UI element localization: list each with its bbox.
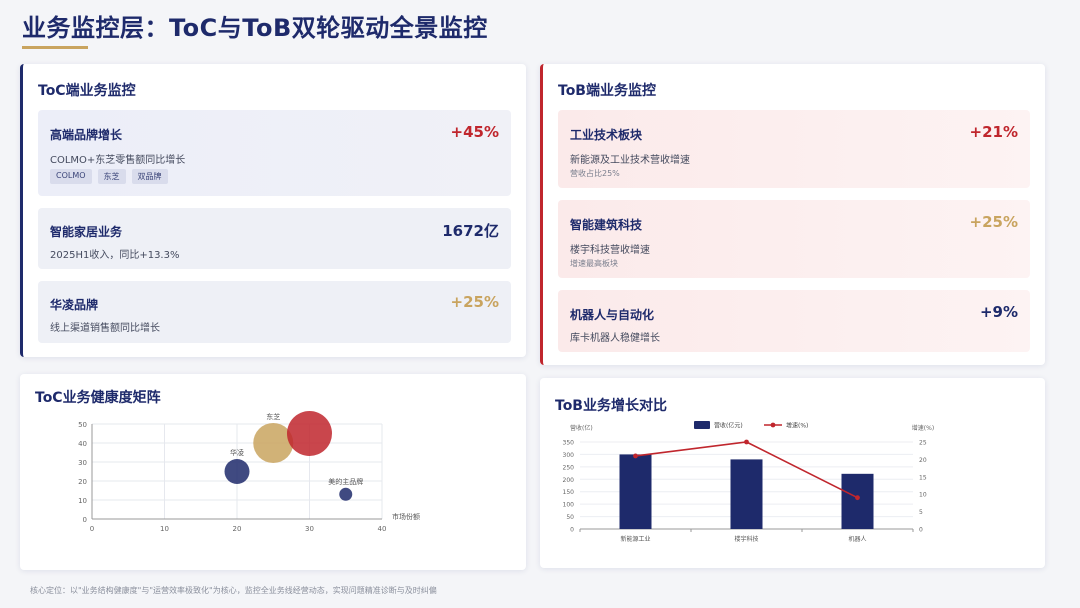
y-left-axis-label: 营收(亿) bbox=[570, 424, 593, 432]
y-right-tick-label: 15 bbox=[919, 474, 927, 481]
bubble bbox=[287, 411, 332, 456]
card-name: 智能家居业务 bbox=[50, 225, 123, 239]
bar bbox=[619, 454, 652, 529]
y-left-tick-label: 250 bbox=[563, 464, 575, 471]
card-note: 增速最高板块 bbox=[570, 259, 618, 268]
bubble bbox=[339, 487, 353, 501]
tag: 双品牌 bbox=[131, 169, 168, 184]
card-desc: COLMO+东芝零售额同比增长 bbox=[50, 155, 186, 166]
toc-health-matrix-panel: ToC业务健康度矩阵 0 10 20 30 40 50 0 10 20 30 40 市场份额 华凌 东芝美… bbox=[20, 374, 526, 570]
card-name: 高端品牌增长 bbox=[50, 128, 123, 142]
tob-card-industrial: 工业技术板块 +21% 新能源及工业技术营收增速 营收占比25% bbox=[558, 110, 1030, 188]
title-underline bbox=[22, 46, 88, 49]
chart-title: ToB业务增长对比 bbox=[555, 398, 667, 414]
y-right-tick-label: 5 bbox=[919, 509, 923, 516]
y-tick-label: 50 bbox=[78, 421, 87, 429]
y-right-axis-label: 增速(%) bbox=[912, 424, 934, 432]
bubble bbox=[253, 423, 294, 463]
tob-card-robotics: 机器人与自动化 +9% 库卡机器人稳健增长 bbox=[558, 290, 1030, 352]
toc-card-hualing: 华凌品牌 +25% 线上渠道销售额同比增长 bbox=[38, 281, 511, 343]
bar bbox=[841, 473, 874, 529]
legend-swatch-bar bbox=[694, 421, 710, 429]
y-left-tick-label: 100 bbox=[563, 502, 575, 509]
growth-point bbox=[744, 439, 749, 445]
growth-point bbox=[855, 495, 860, 501]
x-tick-label: 30 bbox=[305, 525, 314, 533]
y-left-tick-label: 0 bbox=[570, 527, 574, 534]
x-tick-label: 新能源工业 bbox=[620, 535, 650, 543]
card-note: 营收占比25% bbox=[570, 169, 620, 178]
y-left-tick-label: 200 bbox=[563, 477, 575, 484]
card-value: +45% bbox=[450, 123, 499, 141]
y-left-tick-label: 350 bbox=[563, 440, 575, 447]
y-left-tick-label: 300 bbox=[563, 452, 575, 459]
card-name: 工业技术板块 bbox=[570, 128, 643, 142]
tag: 东芝 bbox=[97, 169, 126, 184]
toc-card-premium-brand: 高端品牌增长 +45% COLMO+东芝零售额同比增长 COLMO 东芝 双品牌 bbox=[38, 110, 511, 196]
card-desc: 楼宇科技营收增速 bbox=[570, 245, 650, 256]
x-tick-label: 机器人 bbox=[848, 535, 866, 543]
x-tick-label: 20 bbox=[233, 525, 242, 533]
chart-title: ToC业务健康度矩阵 bbox=[35, 390, 161, 406]
card-desc: 线上渠道销售额同比增长 bbox=[50, 323, 160, 334]
footer-note: 核心定位：以"业务结构健康度"与"运营效率极致化"为核心，监控全业务线经营动态，… bbox=[30, 586, 437, 595]
x-tick-label: 40 bbox=[378, 525, 387, 533]
growth-point bbox=[633, 453, 638, 459]
legend-swatch-point bbox=[770, 422, 776, 428]
legend-label: 营收(亿元) bbox=[714, 422, 743, 430]
bubble bbox=[224, 459, 250, 484]
y-left-tick-label: 50 bbox=[566, 514, 574, 521]
card-desc: 2025H1收入，同比+13.3% bbox=[50, 250, 180, 261]
y-right-tick-label: 0 bbox=[919, 527, 923, 534]
card-value: +25% bbox=[969, 213, 1018, 231]
card-value: +21% bbox=[969, 123, 1018, 141]
card-value: +9% bbox=[979, 303, 1018, 321]
card-name: 机器人与自动化 bbox=[570, 308, 655, 322]
x-tick-label: 楼宇科技 bbox=[734, 535, 758, 543]
y-left-tick-label: 150 bbox=[563, 489, 575, 496]
bubble-label: 美的主品牌 bbox=[328, 477, 363, 486]
page-title: 业务监控层：ToC与ToB双轮驱动全景监控 bbox=[22, 14, 488, 42]
card-value: 1672亿 bbox=[442, 222, 499, 240]
card-value: +25% bbox=[450, 293, 499, 311]
legend-label: 增速(%) bbox=[786, 422, 808, 430]
y-tick-label: 10 bbox=[78, 497, 87, 505]
card-name: 智能建筑科技 bbox=[570, 218, 643, 232]
x-axis-label: 市场份额 bbox=[392, 512, 420, 521]
y-tick-label: 20 bbox=[78, 478, 87, 486]
tob-panel-title: ToB端业务监控 bbox=[558, 83, 656, 99]
x-tick-label: 0 bbox=[90, 525, 94, 533]
toc-monitor-panel: ToC端业务监控 高端品牌增长 +45% COLMO+东芝零售额同比增长 COL… bbox=[20, 64, 526, 357]
tob-growth-panel: ToB业务增长对比 0 50 100 150 200 250 300 350 0 5 10 15 20 2… bbox=[540, 378, 1045, 568]
bubble-label: 华凌 bbox=[230, 448, 244, 457]
y-tick-label: 0 bbox=[83, 516, 87, 524]
bubble-label: 东芝 bbox=[266, 412, 280, 421]
brand-tags: COLMO 东芝 双品牌 bbox=[50, 169, 168, 184]
toc-card-smart-home: 智能家居业务 1672亿 2025H1收入，同比+13.3% bbox=[38, 208, 511, 269]
y-tick-label: 40 bbox=[78, 440, 87, 448]
card-desc: 库卡机器人稳健增长 bbox=[570, 333, 660, 344]
y-right-tick-label: 20 bbox=[919, 457, 927, 464]
y-tick-label: 30 bbox=[78, 459, 87, 467]
y-right-tick-label: 25 bbox=[919, 440, 927, 447]
card-name: 华凌品牌 bbox=[50, 298, 99, 312]
combo-chart: 0 50 100 150 200 250 300 350 0 5 10 15 20 25 营收(亿) 增速(%… bbox=[563, 421, 934, 543]
x-tick-label: 10 bbox=[160, 525, 169, 533]
tag: COLMO bbox=[50, 169, 92, 184]
tob-card-building-tech: 智能建筑科技 +25% 楼宇科技营收增速 增速最高板块 bbox=[558, 200, 1030, 278]
y-right-tick-label: 10 bbox=[919, 492, 927, 499]
toc-panel-title: ToC端业务监控 bbox=[38, 83, 136, 99]
bar bbox=[730, 459, 763, 529]
card-desc: 新能源及工业技术营收增速 bbox=[570, 155, 690, 166]
tob-monitor-panel: ToB端业务监控 工业技术板块 +21% 新能源及工业技术营收增速 营收占比25… bbox=[540, 64, 1045, 365]
